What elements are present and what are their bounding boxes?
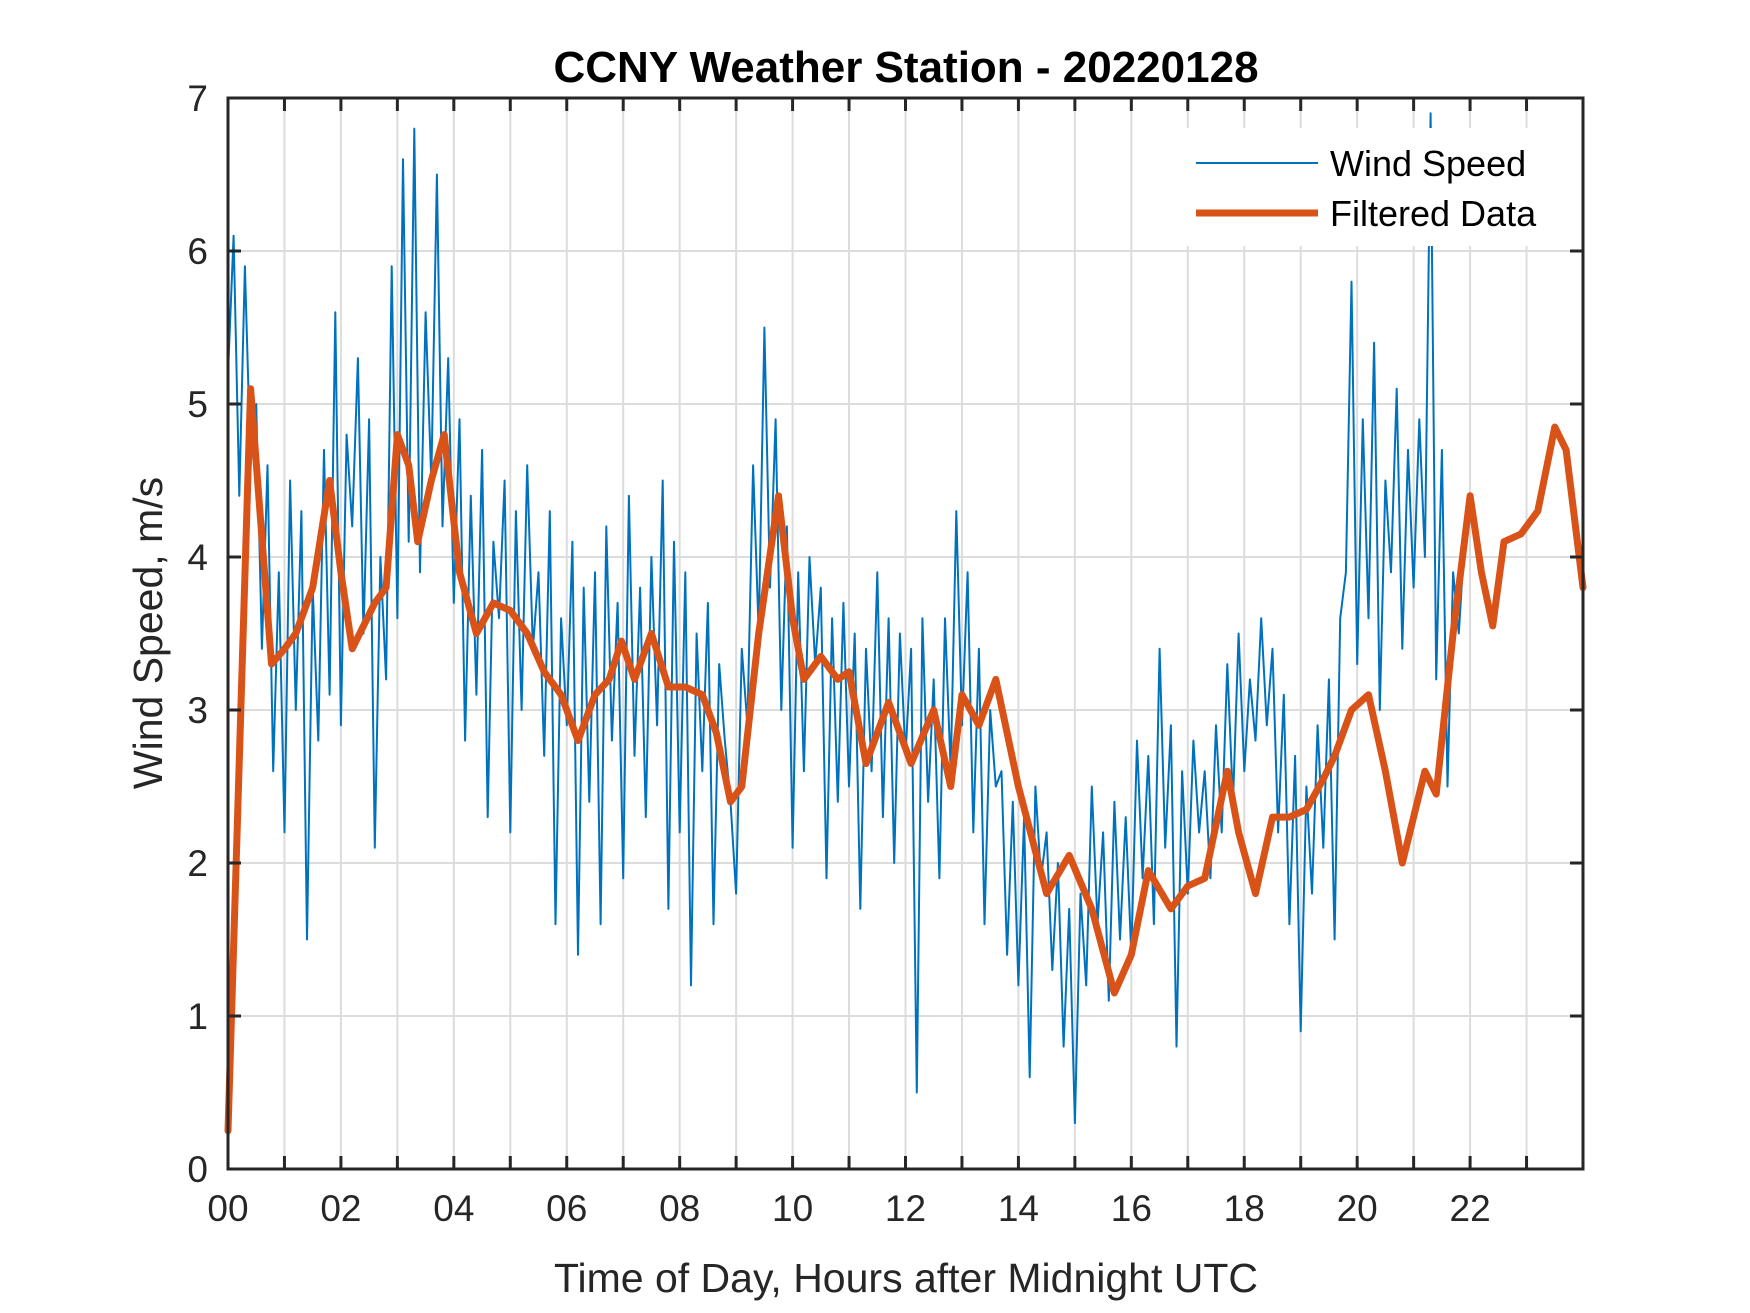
y-tick-label: 0 (187, 1149, 208, 1190)
y-tick-label: 2 (187, 843, 208, 884)
chart-title: CCNY Weather Station - 20220128 (553, 43, 1258, 92)
x-tick-label: 00 (207, 1188, 248, 1229)
y-tick-labels: 0 1 2 3 4 5 6 7 (187, 78, 208, 1190)
axis-ticks (228, 98, 1583, 1169)
x-tick-label: 02 (320, 1188, 361, 1229)
x-tick-label: 20 (1337, 1188, 1378, 1229)
x-tick-label: 18 (1224, 1188, 1265, 1229)
x-tick-label: 16 (1111, 1188, 1152, 1229)
y-tick-label: 1 (187, 996, 208, 1037)
x-tick-label: 14 (998, 1188, 1039, 1229)
x-tick-label: 08 (659, 1188, 700, 1229)
grid (228, 98, 1583, 1169)
x-tick-label: 12 (885, 1188, 926, 1229)
x-tick-labels: 00 02 04 06 08 10 12 14 16 18 20 22 (207, 1188, 1490, 1229)
filtered-data-line (224, 385, 1587, 1135)
y-tick-label: 5 (187, 384, 208, 425)
y-tick-label: 3 (187, 690, 208, 731)
y-tick-label: 7 (187, 78, 208, 119)
legend-label-filtered-data: Filtered Data (1330, 193, 1537, 234)
y-tick-label: 6 (187, 231, 208, 272)
x-tick-label: 04 (433, 1188, 474, 1229)
legend-label-wind-speed: Wind Speed (1330, 143, 1526, 184)
y-tick-label: 4 (187, 537, 208, 578)
x-axis-label: Time of Day, Hours after Midnight UTC (554, 1255, 1258, 1301)
legend: Wind Speed Filtered Data (1182, 128, 1562, 246)
x-tick-label: 22 (1450, 1188, 1491, 1229)
series-filtered-data (224, 385, 1587, 1135)
legend-box (1182, 128, 1562, 246)
series-wind-speed (227, 112, 1466, 1125)
wind-speed-line (227, 112, 1466, 1125)
x-tick-label: 10 (772, 1188, 813, 1229)
y-axis-label: Wind Speed, m/s (125, 477, 171, 789)
x-tick-label: 06 (546, 1188, 587, 1229)
